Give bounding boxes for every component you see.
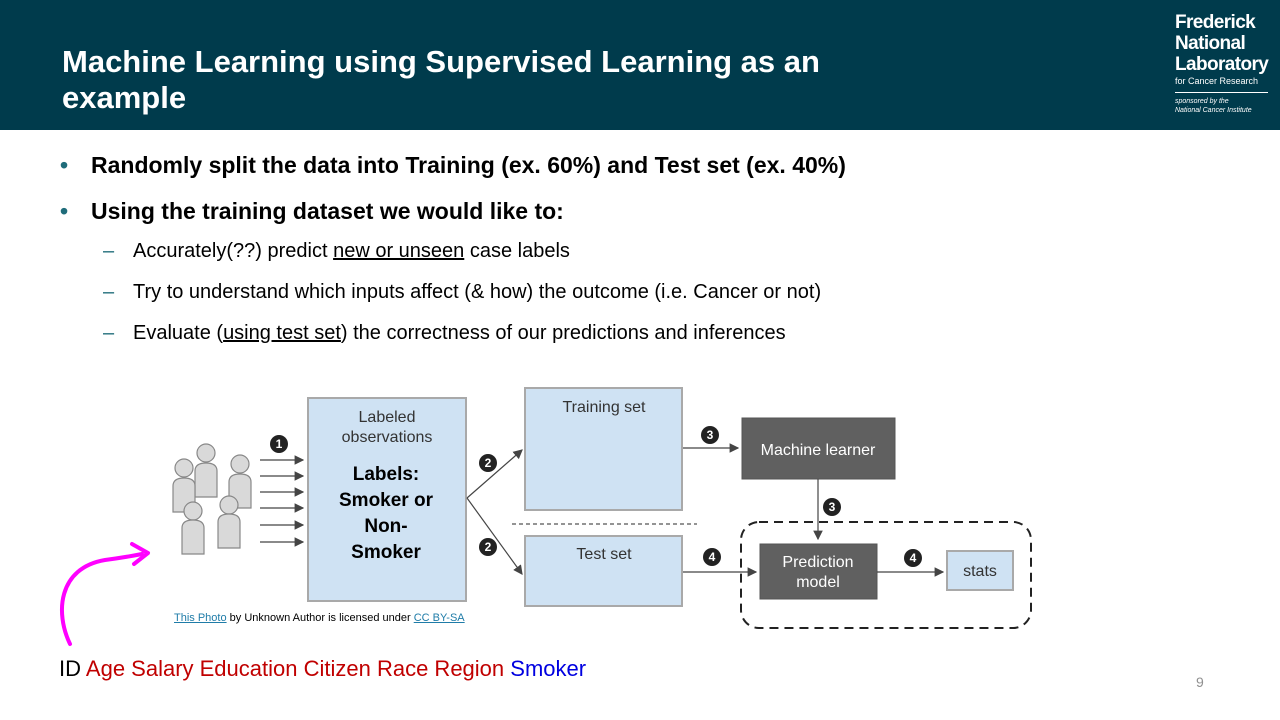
feature-list: ID Age Salary Education Citizen Race Reg…: [59, 656, 586, 682]
svg-text:2: 2: [485, 540, 492, 554]
svg-text:3: 3: [829, 500, 836, 514]
labeled-box-title-line2: observations: [342, 429, 433, 446]
svg-text:3: 3: [707, 428, 714, 442]
step-2-badge-training: 2: [479, 454, 497, 472]
title-line-1: Machine Learning using Supervised Learni…: [62, 44, 820, 79]
machine-learner-label: Machine learner: [761, 442, 876, 459]
step-4-badge-test: 4: [703, 548, 721, 566]
prediction-model-label-line1: Prediction: [782, 554, 853, 571]
bullet-text: Using the training dataset we would like…: [91, 198, 564, 224]
underlined-phrase: new or unseen: [333, 240, 465, 262]
license-link[interactable]: CC BY-SA: [413, 612, 465, 624]
svg-text:2: 2: [485, 456, 492, 470]
prediction-model-label-line2: model: [796, 574, 840, 591]
subbullet-text: Evaluate (using test set) the correctnes…: [133, 322, 786, 344]
labeled-box-title-line1: Labeled: [359, 409, 416, 426]
machine-learner-box: [741, 417, 896, 480]
step-1-badge: 1: [270, 435, 288, 453]
input-arrows: [260, 455, 305, 547]
target-label: Smoker: [510, 656, 587, 681]
subbullet-text: Try to understand which inputs affect (&…: [133, 281, 822, 303]
bullet-text: Randomly split the data into Training (e…: [91, 152, 846, 178]
subbullet-text: Accurately(??) predict new or unseen cas…: [133, 240, 570, 262]
prediction-group-boundary: [740, 521, 1032, 629]
subbullet-marker: –: [103, 240, 115, 262]
photo-attribution: This Photo by Unknown Author is licensed…: [174, 612, 465, 624]
logo-line-nci: National Cancer Institute: [1175, 107, 1252, 114]
bullet-marker: •: [60, 152, 69, 178]
logo-divider: [1175, 92, 1268, 93]
feature-names: Age Salary Education Citizen Race Region: [85, 656, 505, 681]
supervised-learning-diagram: Labeled observations Training set Test s…: [172, 387, 1032, 629]
photo-link[interactable]: This Photo: [174, 612, 227, 624]
test-set-label: Test set: [576, 546, 632, 563]
step-3-badge-model: 3: [823, 498, 841, 516]
step-4-badge-stats: 4: [904, 549, 922, 567]
curved-arrow-icon: [59, 542, 150, 646]
subbullet-marker: –: [103, 281, 115, 303]
labels-annotation: Labels: Smoker or Non- Smoker: [339, 464, 433, 563]
prediction-model-box: [759, 543, 878, 600]
people-icon: [172, 443, 252, 555]
svg-text:4: 4: [709, 550, 716, 564]
underlined-phrase: using test set: [223, 322, 341, 344]
training-set-label: Training set: [563, 399, 647, 416]
stats-label: stats: [963, 563, 997, 580]
test-set-box: [524, 535, 683, 607]
svg-text:4: 4: [910, 551, 917, 565]
logo-line-sponsored: sponsored by the: [1175, 98, 1229, 105]
svg-text:1: 1: [276, 437, 283, 451]
title-line-2: example: [62, 80, 187, 115]
fnl-logo: Frederick National Laboratory for Cancer…: [1175, 12, 1270, 115]
slide-title: Machine Learning using Supervised Learni…: [62, 44, 922, 116]
header-bar: Machine Learning using Supervised Learni…: [0, 0, 1280, 130]
logo-line-laboratory: Laboratory: [1175, 54, 1269, 75]
logo-line-frederick: Frederick: [1175, 12, 1256, 33]
stats-box: [946, 550, 1014, 591]
logo-line-cancer-research: for Cancer Research: [1175, 76, 1259, 86]
split-arrows: [466, 449, 523, 575]
labeled-observations-box: [307, 397, 467, 602]
step-3-badge-learner: 3: [701, 426, 719, 444]
bullet-marker: •: [60, 198, 69, 224]
subbullet-marker: –: [103, 322, 115, 344]
training-set-box: [524, 387, 683, 511]
logo-line-national: National: [1175, 33, 1246, 54]
step-2-badge-test: 2: [479, 538, 497, 556]
id-label: ID: [59, 656, 81, 681]
page-number: 9: [1196, 674, 1204, 690]
